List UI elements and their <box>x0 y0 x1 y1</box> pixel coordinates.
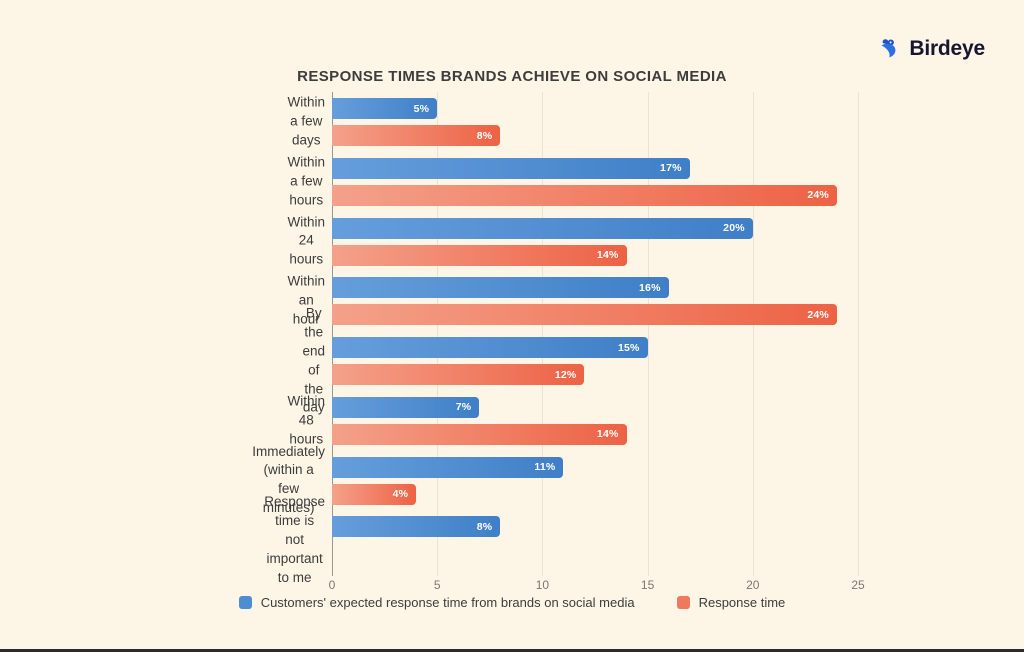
bar-value-label: 7% <box>455 401 472 414</box>
bottom-border <box>0 649 1024 652</box>
bar-value-label: 15% <box>617 341 640 354</box>
expected-bar-row-4: 15% <box>332 337 648 358</box>
bar-value-label: 5% <box>413 102 430 115</box>
bar-value-label: 14% <box>596 249 619 261</box>
gridline-x-5 <box>437 92 439 576</box>
bar-value-label: 17% <box>660 162 682 175</box>
bar-value-label: 4% <box>392 488 409 500</box>
category-label-6: Immediately (within a few minutes) <box>252 443 325 516</box>
bar-value-label: 24% <box>807 308 829 321</box>
legend-item-response-time: Response time <box>676 595 786 610</box>
actual-bar-row-2: 14% <box>332 244 627 266</box>
expected-bar-row-1: 17% <box>332 157 690 179</box>
birdeye-bird-icon <box>877 36 903 61</box>
chart-plot: 0 5 10 15 20 25 5% 8% Within a few days 17% 24% Wit… <box>252 92 865 592</box>
category-label-2: Within 24 hours <box>287 214 325 267</box>
expected-bar-row-2: 20% <box>332 217 753 239</box>
bar-value-label: 11% <box>534 461 556 473</box>
x-tick-label-25: 25 <box>851 578 865 592</box>
bar-value-label: 20% <box>723 222 745 234</box>
category-label-7: Response time is not important to me <box>264 494 325 585</box>
category-label-0: Within a few days <box>287 94 325 148</box>
gridline-x-15 <box>647 92 649 576</box>
legend-label: Response time <box>698 595 786 610</box>
x-tick-label-0: 0 <box>328 578 336 592</box>
actual-bar-row-0: 8% <box>332 125 501 146</box>
category-label-5: Within 48 hours <box>287 393 325 447</box>
legend-label: Customers' expected response time from b… <box>260 595 635 610</box>
category-label-4: By the end of the day <box>302 305 326 415</box>
bar-value-label: 16% <box>639 281 661 294</box>
expected-bar-row-7: 8% <box>332 516 501 538</box>
category-label-1: Within a few hours <box>287 154 325 208</box>
x-tick-label-5: 5 <box>433 578 441 592</box>
bar-value-label: 12% <box>554 368 577 381</box>
chart-legend: Customers' expected response time from b… <box>0 595 1024 610</box>
expected-bar-row-6: 11% <box>332 456 564 478</box>
expected-bar-row-0: 5% <box>332 98 438 119</box>
actual-bar-row-6: 4% <box>332 483 417 505</box>
y-axis-line <box>332 92 333 576</box>
x-tick-label-10: 10 <box>535 578 550 592</box>
actual-bar-row-3: 24% <box>332 304 837 326</box>
legend-swatch-icon <box>238 596 252 609</box>
actual-bar-row-1: 24% <box>332 184 837 206</box>
gridline-x-10 <box>542 92 544 576</box>
gridline-x-25 <box>858 92 859 576</box>
category-label-3: Within an hour <box>287 273 325 327</box>
expected-bar-row-3: 16% <box>332 277 669 299</box>
bar-value-label: 8% <box>476 520 493 533</box>
legend-item-expected: Customers' expected response time from b… <box>238 595 635 610</box>
chart-title: RESPONSE TIMES BRANDS ACHIEVE ON SOCIAL … <box>297 68 727 85</box>
birdeye-logo: Birdeye <box>877 36 985 61</box>
expected-bar-row-5: 7% <box>332 396 480 418</box>
actual-bar-row-5: 14% <box>332 423 627 445</box>
legend-swatch-icon <box>676 596 690 609</box>
x-tick-label-20: 20 <box>746 578 760 592</box>
birdeye-logo-text: Birdeye <box>909 36 985 60</box>
gridline-x-20 <box>752 92 754 576</box>
bar-value-label: 8% <box>476 129 493 142</box>
bar-value-label: 14% <box>596 428 619 441</box>
actual-bar-row-4: 12% <box>332 364 585 385</box>
bar-value-label: 24% <box>807 189 829 202</box>
x-tick-label-15: 15 <box>640 578 655 592</box>
